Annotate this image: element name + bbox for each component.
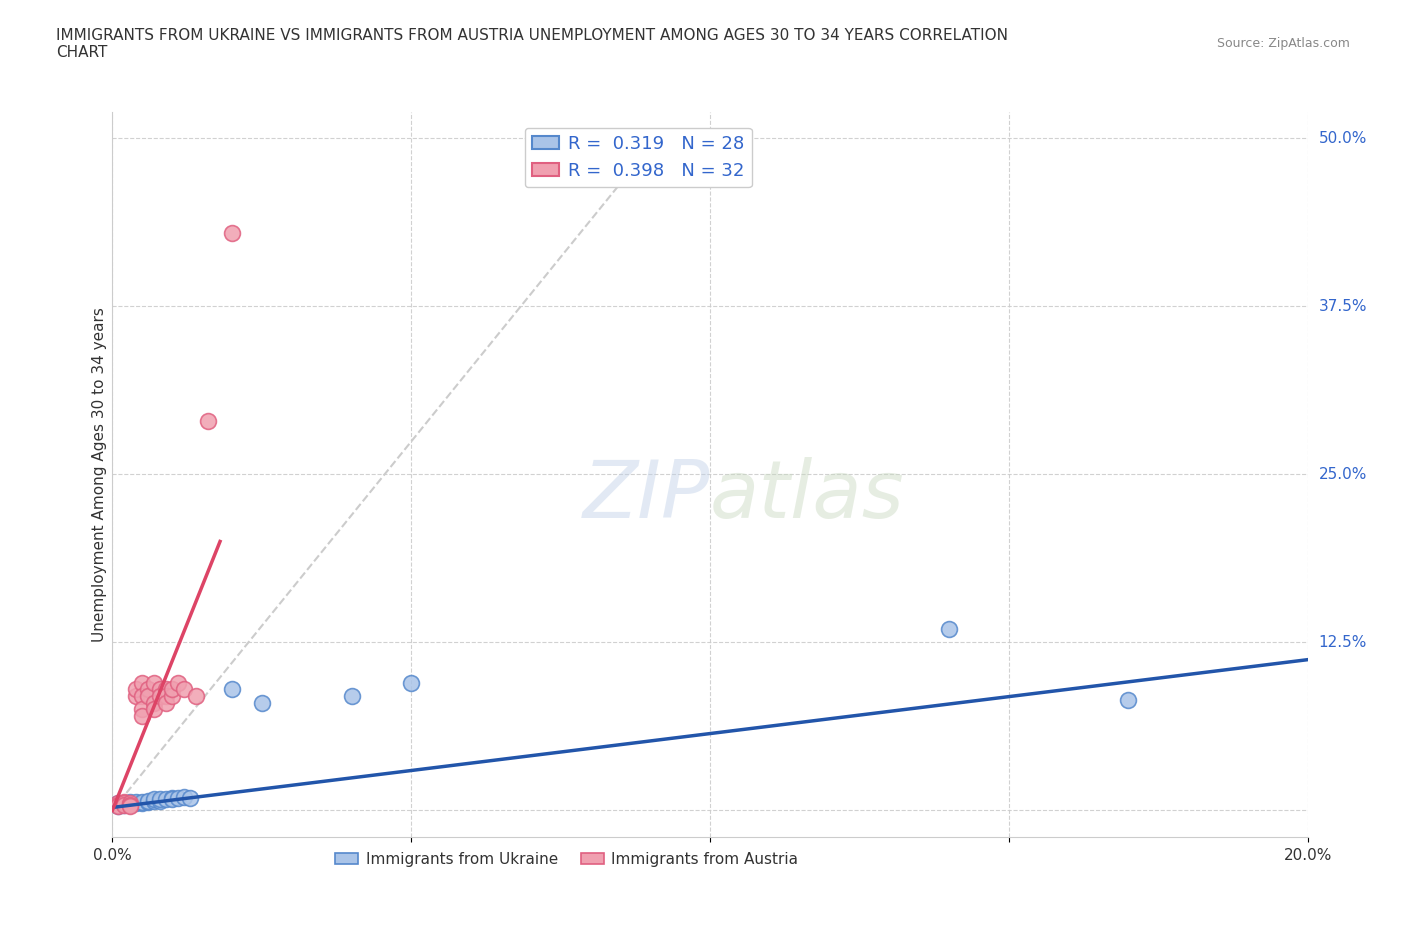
- Point: [131, 702, 153, 717]
- Point: [143, 702, 166, 717]
- Point: [149, 792, 172, 807]
- Text: ZIP: ZIP: [582, 457, 710, 535]
- Point: [149, 793, 172, 808]
- Y-axis label: Unemployment Among Ages 30 to 34 years: Unemployment Among Ages 30 to 34 years: [91, 307, 107, 642]
- Point: [186, 688, 208, 703]
- Point: [167, 790, 190, 805]
- Point: [250, 696, 273, 711]
- Point: [138, 682, 160, 697]
- Point: [143, 792, 166, 807]
- Point: [143, 696, 166, 711]
- Text: 25.0%: 25.0%: [1319, 467, 1367, 482]
- Point: [120, 794, 142, 809]
- Point: [138, 793, 160, 808]
- Point: [173, 682, 195, 697]
- Text: 50.0%: 50.0%: [1319, 131, 1367, 146]
- Point: [120, 799, 142, 814]
- Point: [125, 682, 148, 697]
- Point: [120, 796, 142, 811]
- Text: 12.5%: 12.5%: [1319, 634, 1367, 650]
- Point: [114, 794, 135, 809]
- Point: [114, 797, 135, 812]
- Point: [340, 688, 363, 703]
- Point: [120, 797, 142, 812]
- Point: [155, 696, 177, 711]
- Point: [938, 621, 960, 636]
- Point: [143, 793, 166, 808]
- Point: [173, 790, 195, 804]
- Point: [107, 799, 129, 814]
- Point: [114, 796, 135, 811]
- Point: [138, 794, 160, 809]
- Point: [149, 688, 172, 703]
- Point: [179, 790, 201, 805]
- Point: [114, 796, 135, 811]
- Point: [155, 792, 177, 807]
- Point: [120, 797, 142, 812]
- Point: [125, 794, 148, 809]
- Point: [114, 797, 135, 812]
- Point: [131, 675, 153, 690]
- Text: 0.0%: 0.0%: [93, 848, 132, 863]
- Point: [131, 688, 153, 703]
- Point: [197, 413, 219, 428]
- Point: [401, 675, 423, 690]
- Point: [155, 688, 177, 703]
- Point: [162, 792, 183, 807]
- Legend: Immigrants from Ukraine, Immigrants from Austria: Immigrants from Ukraine, Immigrants from…: [329, 845, 804, 873]
- Point: [162, 682, 183, 697]
- Point: [107, 796, 129, 811]
- Point: [162, 790, 183, 805]
- Point: [131, 796, 153, 811]
- Point: [155, 682, 177, 697]
- Point: [1118, 693, 1140, 708]
- Point: [125, 688, 148, 703]
- Point: [131, 794, 153, 809]
- Point: [107, 797, 129, 812]
- Text: Source: ZipAtlas.com: Source: ZipAtlas.com: [1216, 37, 1350, 50]
- Point: [221, 682, 243, 697]
- Point: [143, 675, 166, 690]
- Point: [131, 709, 153, 724]
- Point: [107, 799, 129, 814]
- Point: [149, 682, 172, 697]
- Point: [162, 688, 183, 703]
- Point: [107, 796, 129, 811]
- Text: 20.0%: 20.0%: [1284, 848, 1331, 863]
- Point: [221, 225, 243, 240]
- Text: atlas: atlas: [710, 457, 905, 535]
- Text: IMMIGRANTS FROM UKRAINE VS IMMIGRANTS FROM AUSTRIA UNEMPLOYMENT AMONG AGES 30 TO: IMMIGRANTS FROM UKRAINE VS IMMIGRANTS FR…: [56, 28, 1008, 60]
- Text: 37.5%: 37.5%: [1319, 299, 1367, 314]
- Point: [167, 675, 190, 690]
- Point: [125, 796, 148, 811]
- Point: [138, 688, 160, 703]
